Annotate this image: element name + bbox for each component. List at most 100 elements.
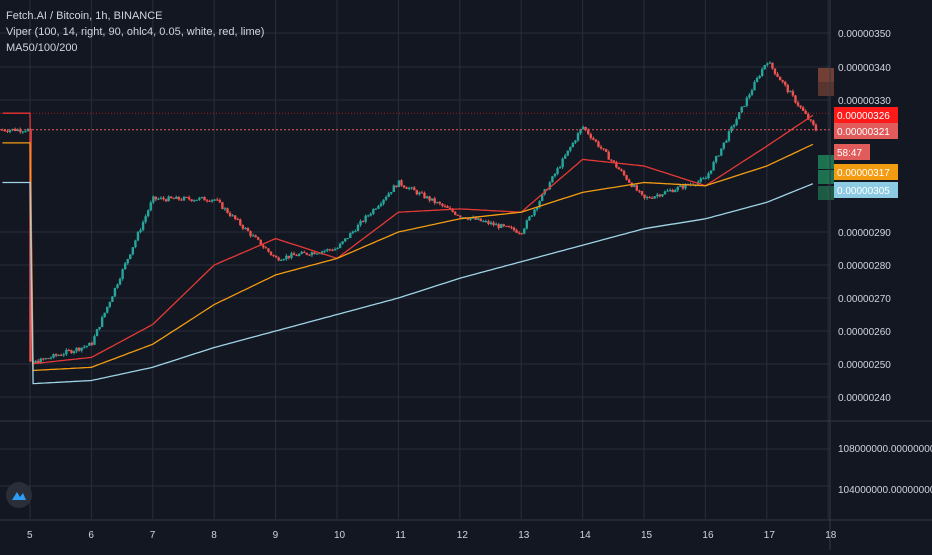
candle-body [556,168,559,174]
candle-body [482,221,485,223]
candle-body [789,91,792,93]
candle-body [93,336,96,345]
candle-body [54,354,58,356]
candle-body [203,197,206,201]
candle-body [638,190,641,192]
candle-body [538,201,541,208]
candle-body [65,349,68,355]
candle-body [722,142,726,149]
candle-body [239,219,242,226]
candle-body [210,199,214,202]
candle-body [748,94,751,98]
candle-body [111,296,114,302]
candle-body [755,78,759,83]
time-tick-label: 7 [150,530,156,541]
candle-body [19,129,22,132]
price-tick-label: 0.00000340 [838,63,891,74]
candle-body [679,185,682,187]
candle-body [108,301,112,307]
viper-indicator-label[interactable]: Viper (100, 14, right, 90, ohlc4, 0.05, … [6,26,265,38]
candle-body [727,131,731,141]
candle-body [259,239,262,246]
candle-body [778,76,782,81]
candle-body [241,225,245,229]
candle-body [1,129,4,131]
candle-body [182,196,186,201]
candle-body [200,197,204,199]
candle-body [786,84,789,92]
candle-body [372,209,375,214]
candle-body [814,124,818,131]
candle-body [159,197,163,199]
candle-body [123,263,127,270]
candle-body [584,126,587,130]
candle-body [320,251,324,254]
candle-body [175,196,178,199]
candle-body [640,191,644,195]
candle-body [743,105,746,107]
candle-body [620,169,623,172]
time-tick-label: 13 [518,530,530,541]
candle-body [763,65,766,70]
candle-body [594,139,598,142]
price-tick-label: 0.00000330 [838,96,891,107]
candle-body [280,259,283,261]
candle-body [732,124,736,127]
candle-body [430,198,434,201]
candle-body [607,151,610,160]
candle-body [392,185,395,193]
candle-body [668,189,672,191]
candle-body [702,178,705,180]
candle-body [382,199,385,204]
candle-body [313,252,316,255]
candle-body [717,155,720,157]
candle-body [791,91,795,96]
candle-body [195,199,199,201]
candle-body [246,227,250,232]
candle-body [216,199,219,201]
candle-body [735,119,738,125]
candle-body [21,131,25,133]
candle-body [233,215,237,219]
time-tick-label: 16 [702,530,714,541]
candle-body [228,212,232,217]
candle-body [44,358,48,360]
time-tick-label: 5 [27,530,33,541]
tradingview-logo-icon[interactable] [6,482,32,508]
candle-body [349,233,352,239]
candle-body [530,215,534,217]
candle-body [139,229,142,233]
candle-body [796,102,800,106]
moving-average-label[interactable]: MA50/100/200 [6,42,78,54]
candle-body [410,187,413,189]
candle-body [231,215,234,217]
candle-body [331,249,334,251]
candle-body [297,253,301,256]
candle-body [336,247,339,250]
candle-body [172,198,175,200]
candle-body [387,193,390,197]
symbol-title[interactable]: Fetch.AI / Bitcoin, 1h, BINANCE [6,10,163,22]
candle-body [333,249,337,251]
candle-body [402,185,406,188]
candle-body [397,180,401,188]
candle-body [282,259,285,261]
candle-body [60,355,63,357]
candle-body [671,189,674,193]
candle-body [438,202,442,204]
candle-body [650,197,654,199]
candle-body [236,218,239,220]
candle-body [525,220,529,229]
lower-tick-label: 108000000.00000000 [838,444,932,455]
candle-body [36,360,40,364]
candle-body [162,197,165,200]
candle-body [98,326,101,330]
candle-body [121,269,124,279]
price-label-text: 0.00000305 [837,186,890,197]
candle-body [699,178,702,182]
price-tick-label: 0.00000290 [838,228,891,239]
time-tick-label: 6 [88,530,94,541]
candle-body [592,138,595,140]
